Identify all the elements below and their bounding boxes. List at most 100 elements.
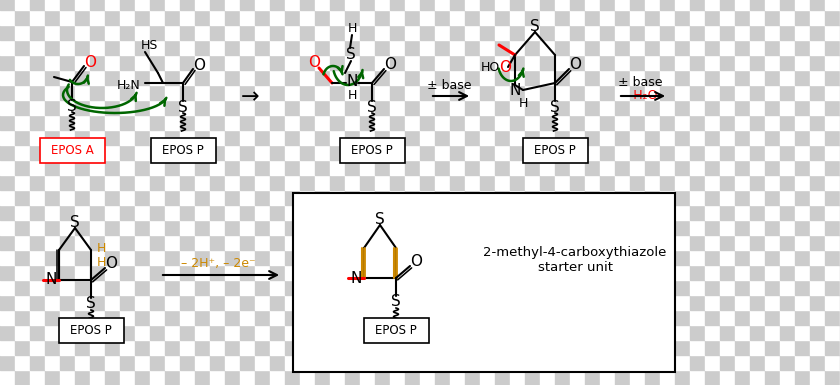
Bar bbox=[555, 340, 570, 355]
Bar bbox=[390, 220, 405, 235]
Bar bbox=[405, 115, 420, 130]
Bar bbox=[435, 115, 450, 130]
Bar bbox=[675, 100, 690, 115]
Bar bbox=[645, 85, 660, 100]
Bar bbox=[285, 325, 300, 340]
Bar bbox=[420, 130, 435, 145]
Bar bbox=[675, 265, 690, 280]
Bar bbox=[300, 160, 315, 175]
Bar bbox=[780, 70, 795, 85]
Bar bbox=[240, 220, 255, 235]
Bar bbox=[825, 250, 840, 265]
Bar bbox=[570, 250, 585, 265]
Bar bbox=[570, 10, 585, 25]
Bar bbox=[540, 40, 555, 55]
Bar bbox=[390, 55, 405, 70]
Bar bbox=[630, 355, 645, 370]
Bar bbox=[225, 340, 240, 355]
Bar bbox=[465, 25, 480, 40]
Bar bbox=[165, 220, 180, 235]
Bar bbox=[540, 115, 555, 130]
Bar bbox=[270, 370, 285, 385]
Bar bbox=[735, 145, 750, 160]
Bar bbox=[270, 175, 285, 190]
Bar bbox=[105, 310, 120, 325]
Bar bbox=[810, 370, 825, 385]
Bar bbox=[165, 55, 180, 70]
Bar bbox=[555, 310, 570, 325]
Bar bbox=[585, 355, 600, 370]
Bar bbox=[615, 10, 630, 25]
Bar bbox=[660, 175, 675, 190]
Bar bbox=[15, 85, 30, 100]
Bar bbox=[135, 70, 150, 85]
Bar bbox=[585, 100, 600, 115]
Bar bbox=[660, 280, 675, 295]
Text: S: S bbox=[367, 99, 377, 114]
Bar bbox=[555, 160, 570, 175]
Bar bbox=[75, 325, 90, 340]
Bar bbox=[120, 10, 135, 25]
Bar bbox=[690, 235, 705, 250]
Bar bbox=[75, 175, 90, 190]
Bar bbox=[210, 160, 225, 175]
Bar bbox=[735, 40, 750, 55]
Bar bbox=[180, 310, 195, 325]
Bar bbox=[360, 295, 375, 310]
Bar bbox=[135, 265, 150, 280]
Bar bbox=[270, 250, 285, 265]
Bar bbox=[495, 220, 510, 235]
Bar bbox=[135, 55, 150, 70]
Bar bbox=[405, 355, 420, 370]
Bar bbox=[480, 205, 495, 220]
Bar bbox=[345, 25, 360, 40]
Bar bbox=[720, 0, 735, 10]
Bar bbox=[240, 0, 255, 10]
Bar bbox=[60, 100, 75, 115]
Bar bbox=[210, 220, 225, 235]
Bar bbox=[150, 115, 165, 130]
Bar bbox=[60, 235, 75, 250]
Bar bbox=[630, 70, 645, 85]
Bar bbox=[510, 100, 525, 115]
Bar bbox=[105, 325, 120, 340]
Bar bbox=[375, 265, 390, 280]
Bar bbox=[645, 250, 660, 265]
Bar bbox=[465, 220, 480, 235]
Bar bbox=[360, 265, 375, 280]
Bar bbox=[540, 355, 555, 370]
Bar bbox=[585, 0, 600, 10]
Bar bbox=[630, 190, 645, 205]
Bar bbox=[405, 235, 420, 250]
Bar bbox=[615, 340, 630, 355]
Bar bbox=[375, 100, 390, 115]
Bar bbox=[495, 235, 510, 250]
Bar bbox=[720, 190, 735, 205]
Bar bbox=[630, 0, 645, 10]
Bar bbox=[615, 220, 630, 235]
Bar bbox=[720, 250, 735, 265]
Bar bbox=[660, 55, 675, 70]
Bar bbox=[720, 85, 735, 100]
Bar bbox=[195, 175, 210, 190]
Bar bbox=[720, 265, 735, 280]
Bar bbox=[705, 235, 720, 250]
Bar bbox=[735, 325, 750, 340]
Bar bbox=[765, 145, 780, 160]
Bar bbox=[270, 130, 285, 145]
Bar bbox=[165, 40, 180, 55]
Bar bbox=[555, 130, 570, 145]
Bar bbox=[810, 280, 825, 295]
Bar bbox=[375, 310, 390, 325]
Bar bbox=[225, 25, 240, 40]
Bar bbox=[255, 340, 270, 355]
Bar bbox=[255, 25, 270, 40]
Bar bbox=[360, 10, 375, 25]
Bar bbox=[690, 70, 705, 85]
Bar bbox=[255, 355, 270, 370]
Bar bbox=[825, 310, 840, 325]
Bar bbox=[420, 55, 435, 70]
Bar bbox=[720, 355, 735, 370]
Bar bbox=[480, 40, 495, 55]
Bar bbox=[810, 130, 825, 145]
